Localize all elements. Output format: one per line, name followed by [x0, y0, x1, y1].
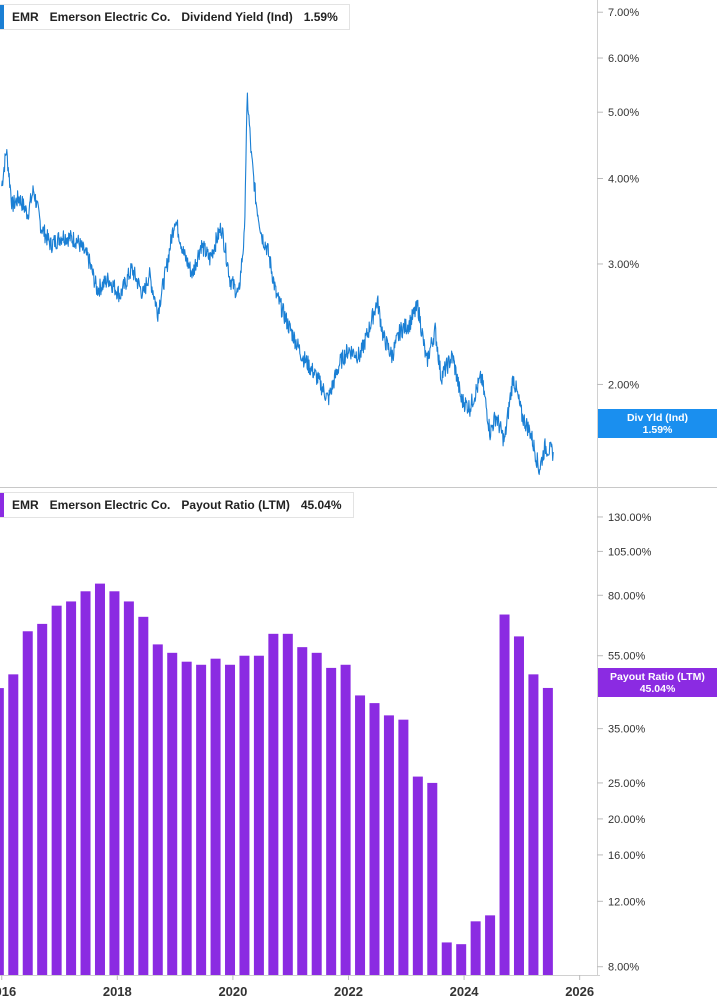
chart-frame — [0, 0, 717, 976]
payout-bar — [383, 715, 394, 975]
yield-metric: Dividend Yield (Ind) — [181, 10, 293, 24]
payout-bar — [311, 652, 322, 975]
payout-bar — [528, 674, 539, 975]
payout-bar — [499, 614, 510, 975]
yield-y-tick-label: 4.00% — [608, 173, 639, 185]
payout-bar — [412, 776, 423, 975]
payout-y-tick-label: 20.00% — [608, 814, 646, 826]
payout-y-tick-label: 55.00% — [608, 651, 646, 663]
x-tick-label: 2022 — [334, 984, 363, 999]
payout-bar — [152, 644, 163, 975]
yield-value-tag: Div Yld (Ind) 1.59% — [598, 409, 717, 438]
payout-tag-label: Payout Ratio (LTM) — [610, 671, 705, 683]
payout-tag-value: 45.04% — [639, 683, 676, 695]
yield-last-value: 1.59% — [303, 10, 338, 24]
payout-bar — [355, 695, 366, 975]
payout-metric: Payout Ratio (LTM) — [181, 498, 290, 512]
payout-y-tick-label: 35.00% — [608, 724, 646, 736]
payout-bar — [239, 655, 250, 975]
payout-y-tick-label: 25.00% — [608, 778, 646, 790]
payout-bar — [22, 631, 33, 975]
payout-bar — [8, 674, 19, 975]
yield-y-tick-label: 6.00% — [608, 53, 639, 65]
payout-value-tag: Payout Ratio (LTM) 45.04% — [598, 668, 717, 697]
yield-tag-value: 1.59% — [642, 424, 673, 436]
payout-bar — [297, 647, 308, 975]
yield-legend[interactable]: EMR Emerson Electric Co. Dividend Yield … — [0, 4, 350, 30]
payout-bar — [181, 661, 192, 975]
payout-bar — [80, 591, 91, 975]
payout-bar — [225, 664, 236, 975]
x-tick-label: 2016 — [0, 984, 16, 999]
yield-y-tick-label: 5.00% — [608, 107, 639, 119]
yield-tag-label: Div Yld (Ind) — [626, 412, 689, 424]
payout-bar — [282, 633, 293, 975]
yield-y-tick-label: 2.00% — [608, 379, 639, 391]
payout-bar — [268, 633, 279, 975]
payout-bar — [326, 667, 337, 975]
payout-bar — [470, 921, 481, 975]
payout-bar — [542, 687, 553, 975]
payout-y-tick-label: 105.00% — [608, 546, 652, 558]
payout-ticker: EMR — [12, 498, 39, 512]
payout-bar — [427, 782, 438, 975]
payout-y-tick-label: 130.00% — [608, 512, 652, 524]
yield-ticker: EMR — [12, 10, 39, 24]
x-tick-label: 2018 — [103, 984, 132, 999]
x-tick-label: 2026 — [565, 984, 594, 999]
payout-y-tick-label: 12.00% — [608, 896, 646, 908]
payout-bar — [138, 616, 149, 975]
payout-company: Emerson Electric Co. — [49, 498, 171, 512]
payout-bar — [253, 655, 264, 975]
payout-bar — [94, 583, 105, 975]
payout-bar — [37, 623, 48, 975]
payout-bar — [456, 944, 467, 975]
payout-y-tick-label: 16.00% — [608, 850, 646, 862]
payout-bar — [0, 688, 4, 975]
payout-bar — [340, 664, 351, 975]
yield-y-tick-label: 7.00% — [608, 7, 639, 19]
payout-bar — [513, 636, 524, 975]
yield-color-swatch — [0, 5, 4, 29]
payout-bar — [123, 601, 134, 975]
payout-bar — [66, 601, 77, 975]
payout-bar — [485, 915, 496, 975]
yield-series-line — [1, 92, 554, 476]
payout-bar — [398, 719, 409, 975]
payout-bar — [167, 652, 178, 975]
payout-last-value: 45.04% — [300, 498, 342, 512]
yield-y-tick-label: 3.00% — [608, 259, 639, 271]
payout-y-tick-label: 8.00% — [608, 962, 639, 974]
payout-bar — [369, 703, 380, 975]
x-tick-label: 2024 — [450, 984, 480, 999]
payout-bar — [51, 605, 62, 975]
payout-y-tick-label: 80.00% — [608, 590, 646, 602]
payout-bar — [210, 658, 221, 975]
payout-legend[interactable]: EMR Emerson Electric Co. Payout Ratio (L… — [0, 492, 354, 518]
yield-company: Emerson Electric Co. — [49, 10, 171, 24]
payout-bar — [441, 942, 452, 975]
payout-color-swatch — [0, 493, 4, 517]
payout-bar — [196, 664, 207, 975]
payout-bar — [109, 591, 120, 975]
x-tick-label: 2020 — [218, 984, 247, 999]
